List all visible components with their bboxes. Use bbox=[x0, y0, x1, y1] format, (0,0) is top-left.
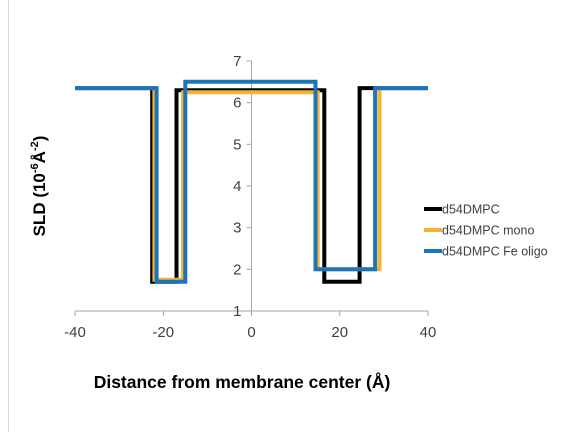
series-line-3 bbox=[75, 79, 428, 284]
y-tick-label: 4 bbox=[233, 178, 241, 195]
y-axis-title-superscript: -6 bbox=[29, 163, 41, 173]
y-axis-title: SLD (10-6Å-2) bbox=[29, 136, 49, 237]
y-tick-label: 5 bbox=[233, 136, 241, 153]
series-line-1 bbox=[75, 86, 428, 284]
left-border-rule bbox=[8, 0, 9, 432]
y-tick-label: 7 bbox=[233, 53, 241, 70]
y-axis-title-part: SLD (10 bbox=[30, 173, 49, 236]
x-tick-label: -20 bbox=[152, 324, 174, 341]
x-tick-label: 40 bbox=[420, 324, 437, 341]
legend-label-3: d54DMPC Fe oligo bbox=[442, 245, 548, 259]
y-axis-title-superscript: -2 bbox=[29, 141, 41, 151]
y-tick-label: 3 bbox=[233, 220, 241, 237]
x-tick-label: 0 bbox=[247, 324, 255, 341]
y-axis-title-part: Å bbox=[30, 151, 49, 163]
legend-label-2: d54DMPC mono bbox=[442, 224, 534, 238]
x-axis-title: Distance from membrane center (Å) bbox=[94, 372, 391, 392]
legend-label-1: d54DMPC bbox=[442, 203, 500, 217]
y-axis-title-part: ) bbox=[30, 136, 49, 142]
y-tick-label: 6 bbox=[233, 95, 241, 112]
y-tick-label: 2 bbox=[233, 261, 241, 278]
y-tick-label: 1 bbox=[233, 303, 241, 320]
series-line-2 bbox=[75, 86, 428, 282]
x-tick-label: -40 bbox=[64, 324, 86, 341]
x-tick-label: 20 bbox=[331, 324, 348, 341]
